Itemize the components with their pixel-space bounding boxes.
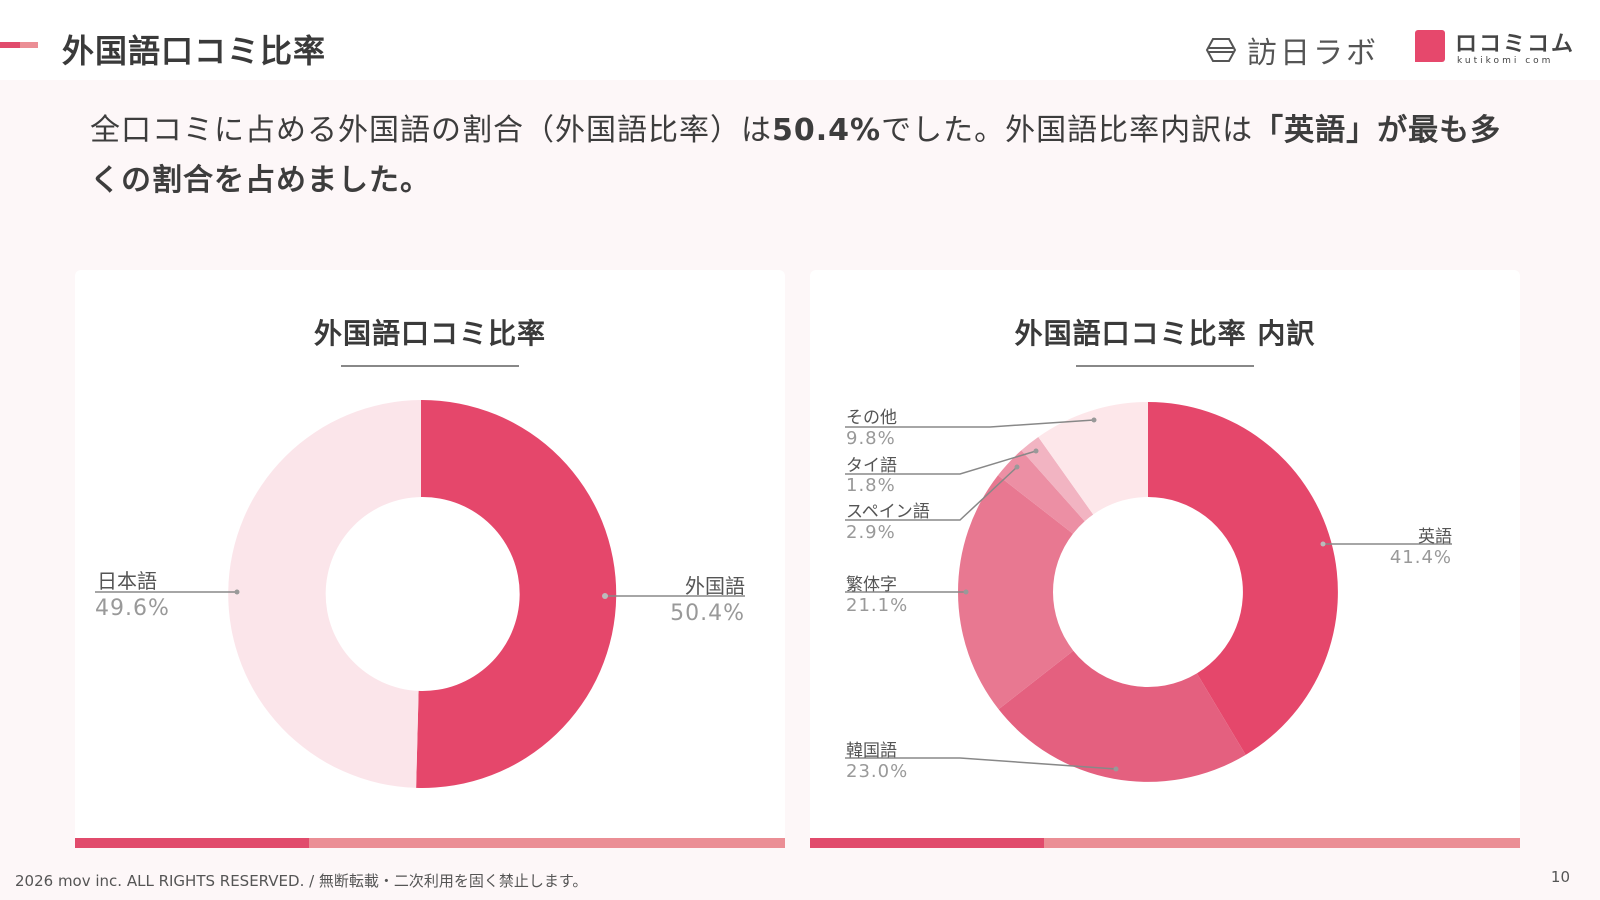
header: 外国語口コミ比率 訪日ラボ ロコミコム kutikomi com (0, 0, 1600, 80)
kutikomi-logo-text: ロコミコム (1455, 32, 1576, 57)
value-spanish: 2.9% (846, 522, 896, 543)
segment-japanese (228, 400, 421, 788)
page-number: 10 (1550, 868, 1570, 886)
foreign-breakdown-donut-chart (845, 402, 1452, 782)
kutikomi-logo-subtext: kutikomi com (1457, 56, 1554, 66)
segment-other (1038, 402, 1148, 515)
foreign-ratio-card: 外国語口コミ比率 日本語 49.6% 外国語 50.4% (75, 270, 785, 848)
lead-highlight-english: 「英語」が最も多くの割合を占めました。 (90, 113, 1502, 198)
card-bottom-bar (810, 838, 1520, 848)
accent-bar (0, 42, 38, 48)
segment-foreign (416, 399, 617, 788)
houjin-lab-logo-text: 訪日ラボ (1247, 36, 1379, 71)
value-foreign: 50.4% (670, 601, 745, 626)
value-korean: 23.0% (846, 761, 909, 782)
label-japanese: 日本語 (97, 569, 157, 593)
title-underline (1076, 365, 1254, 367)
label-english: 英語 (1418, 527, 1452, 547)
copyright: 2026 mov inc. ALL RIGHTS RESERVED. / 無断転… (15, 872, 588, 890)
value-traditional-chinese: 21.1% (846, 595, 909, 616)
houjin-lab-logo: 訪日ラボ (1205, 28, 1379, 72)
segment-spanish (998, 450, 1085, 534)
foreign-breakdown-card: 外国語口コミ比率 内訳 その他 9.8% タイ語 1.8% スペイン語 2.9%… (810, 270, 1520, 848)
label-traditional-chinese: 繁体字 (846, 575, 897, 595)
foreign-ratio-donut-chart (95, 399, 745, 788)
title-underline (341, 365, 519, 367)
page-title: 外国語口コミ比率 (62, 32, 327, 70)
segment-korean (998, 650, 1246, 782)
label-other: その他 (846, 408, 897, 428)
chart-title: 外国語口コミ比率 内訳 (1014, 317, 1316, 350)
value-thai: 1.8% (846, 475, 896, 496)
segment-english (1148, 402, 1338, 755)
value-other: 9.8% (846, 428, 896, 449)
lead-part2: でした。外国語比率内訳は (881, 113, 1254, 148)
label-foreign: 外国語 (685, 574, 745, 598)
label-thai: タイ語 (846, 456, 897, 476)
chart-title: 外国語口コミ比率 (313, 317, 546, 350)
lead-text: 全口コミに占める外国語の割合（外国語比率）は50.4%でした。外国語比率内訳は「… (90, 106, 1510, 206)
lead-highlight-ratio: 50.4% (772, 113, 882, 148)
value-english: 41.4% (1389, 547, 1452, 568)
label-korean: 韓国語 (846, 741, 897, 761)
segment-thai (1021, 437, 1094, 522)
hexagon-logo-icon (1205, 38, 1237, 62)
speech-bubble-logo-icon (1415, 30, 1445, 62)
card-bottom-bar (75, 838, 785, 848)
value-japanese: 49.6% (95, 596, 170, 621)
lead-part1: 全口コミに占める外国語の割合（外国語比率）は (90, 113, 772, 148)
segment-traditional-chinese (958, 475, 1074, 710)
label-spanish: スペイン語 (846, 502, 930, 522)
